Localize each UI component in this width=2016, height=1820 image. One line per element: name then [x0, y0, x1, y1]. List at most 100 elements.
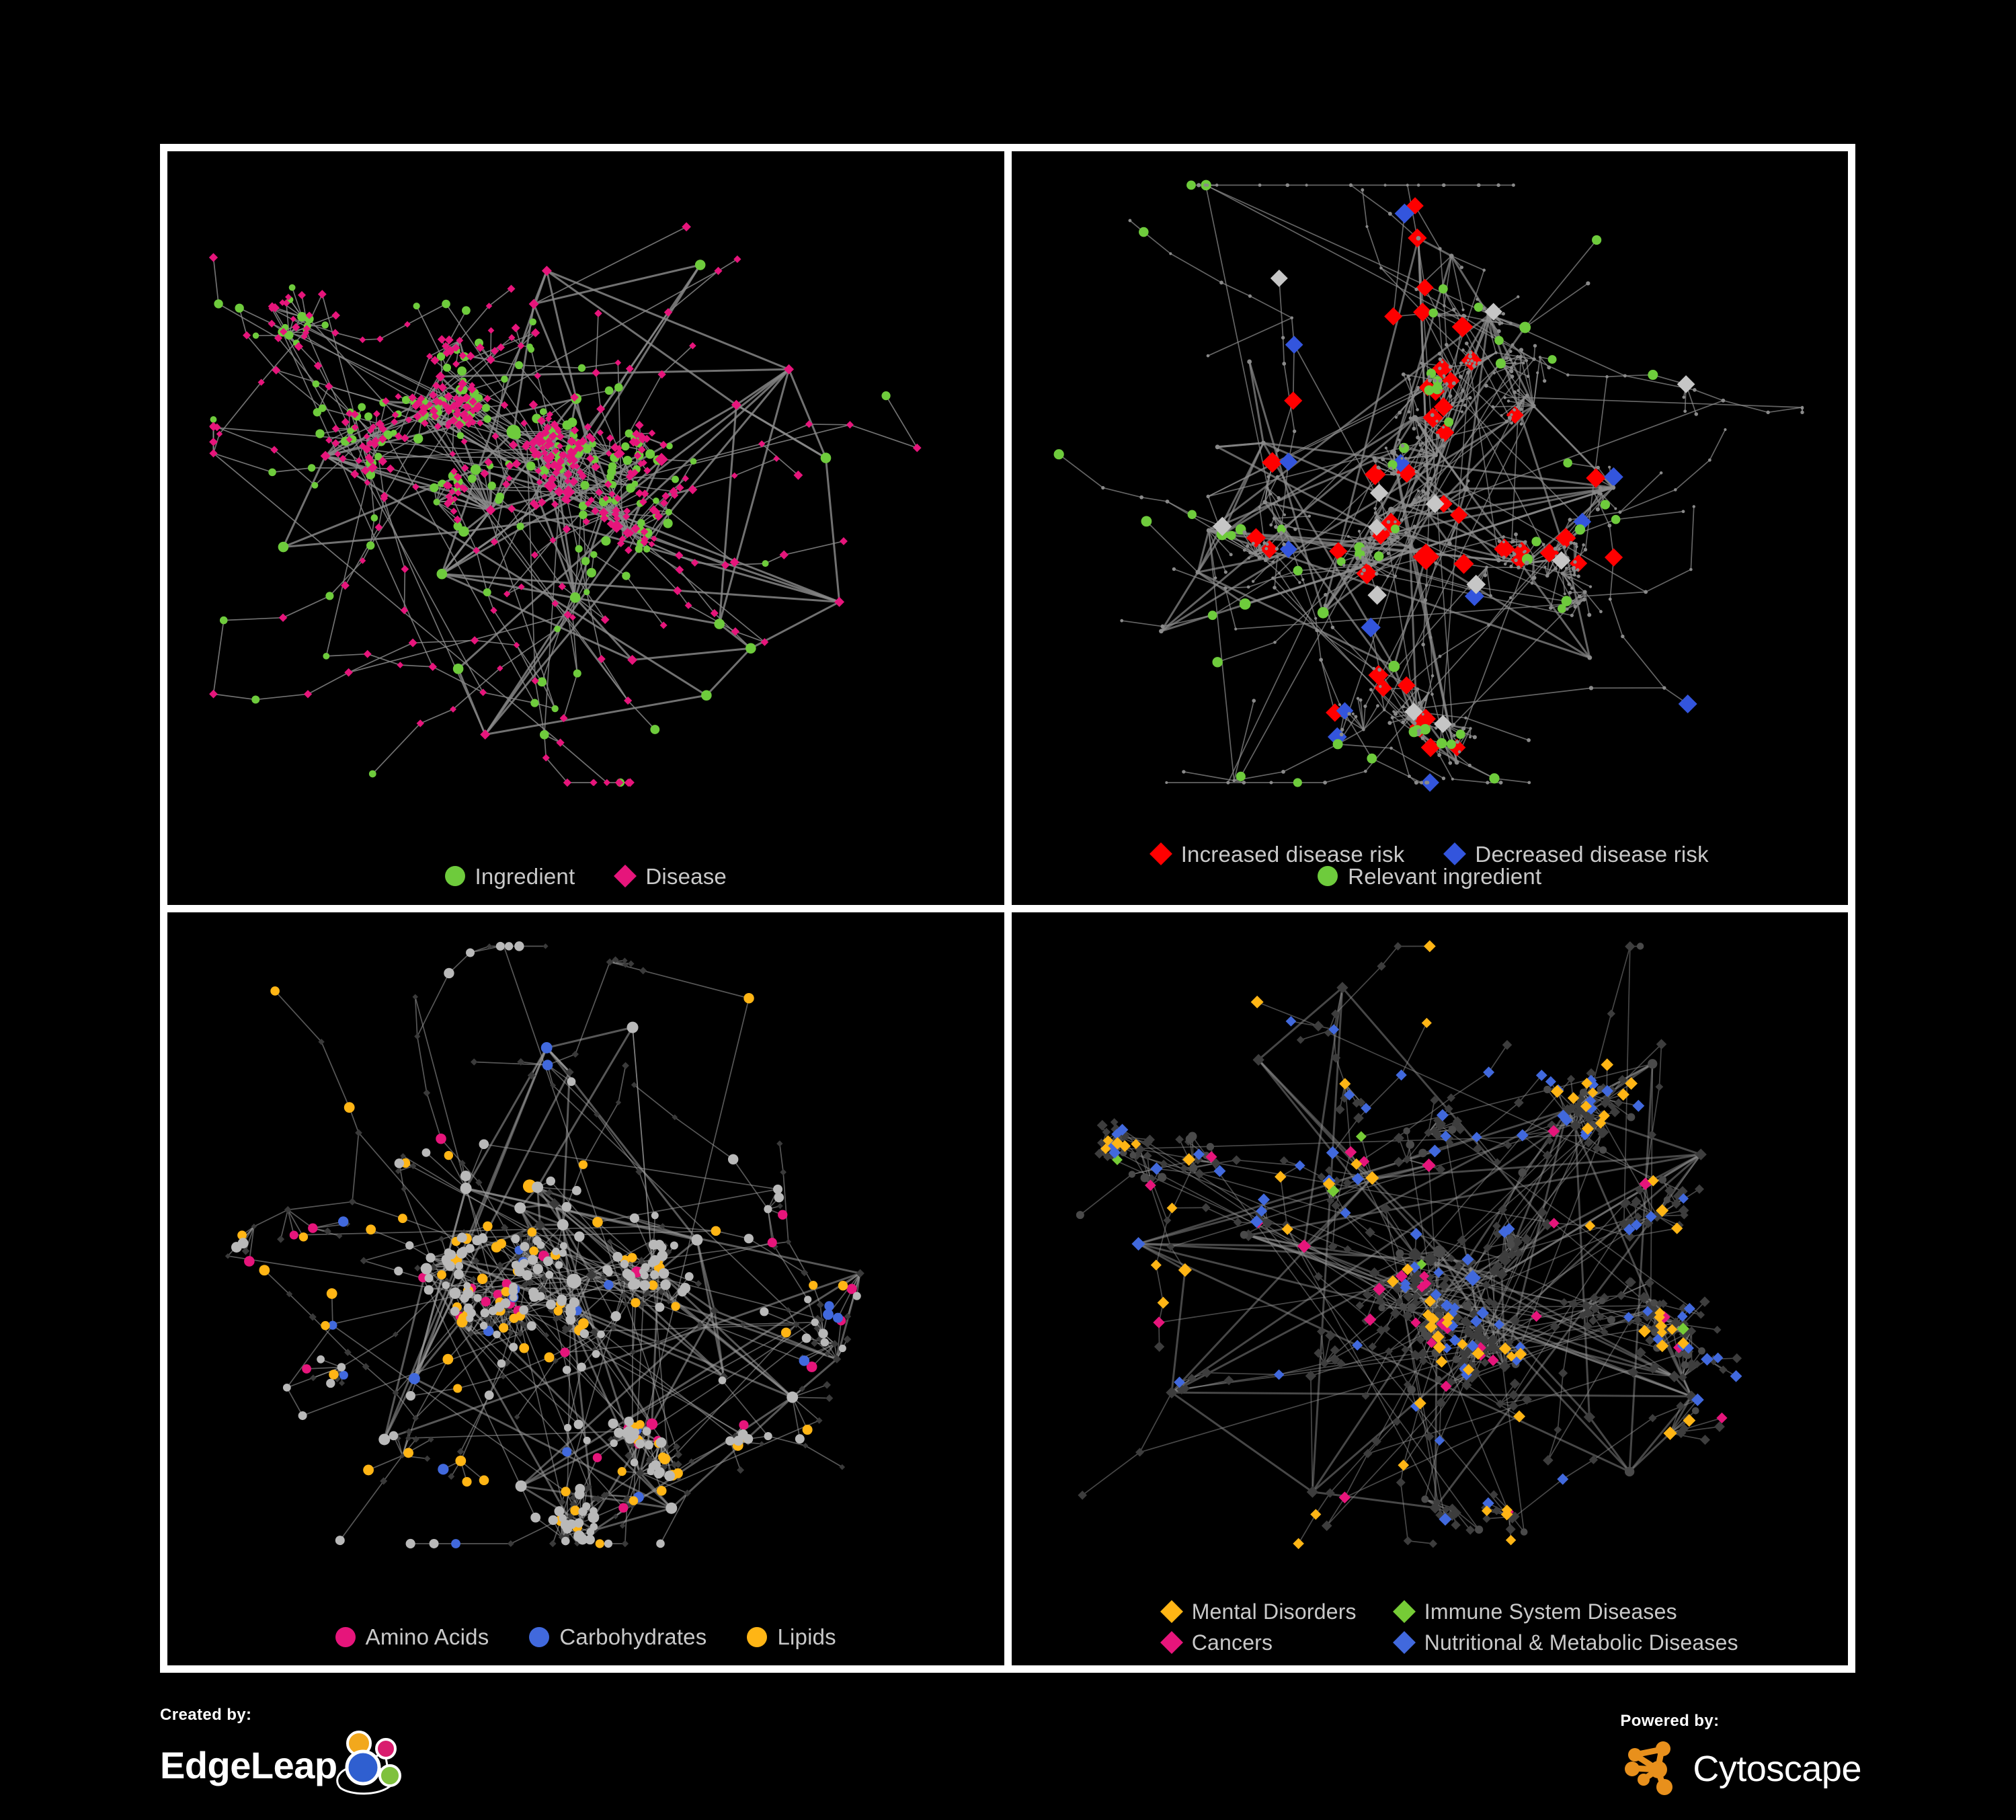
graph-node-disease[interactable]: [303, 690, 313, 699]
graph-node-other-ingredient[interactable]: [565, 1314, 576, 1324]
graph-node-background-node[interactable]: [1418, 444, 1422, 447]
graph-node-background-node[interactable]: [1457, 750, 1461, 754]
graph-node-other-ingredient[interactable]: [666, 1502, 678, 1514]
graph-node-amino-acids[interactable]: [244, 1255, 255, 1267]
graph-node-other-ingredient[interactable]: [563, 1423, 572, 1431]
graph-node-disease[interactable]: [731, 627, 740, 636]
graph-node-dimmed-ingredient[interactable]: [1187, 1132, 1197, 1141]
graph-node-background-node[interactable]: [1375, 514, 1378, 518]
graph-node-lipids[interactable]: [671, 1301, 680, 1311]
graph-node-background-node[interactable]: [1281, 769, 1285, 774]
graph-node-dimmed-disease[interactable]: [674, 1450, 682, 1458]
graph-node-background-node[interactable]: [1467, 354, 1472, 359]
graph-node-background-node[interactable]: [1262, 500, 1267, 505]
graph-node-background-node[interactable]: [1251, 580, 1254, 583]
graph-node-ingredient[interactable]: [284, 331, 294, 340]
graph-node-background-node[interactable]: [1407, 543, 1412, 549]
graph-node-other-ingredient[interactable]: [653, 1468, 663, 1478]
graph-node-disease[interactable]: [846, 421, 854, 429]
graph-node-background-node[interactable]: [1800, 406, 1804, 410]
graph-node-other-ingredient[interactable]: [457, 1232, 467, 1242]
graph-node-other-ingredient[interactable]: [557, 1218, 569, 1230]
graph-node-ingredient[interactable]: [321, 321, 329, 329]
graph-node-dimmed-ingredient[interactable]: [1377, 1304, 1385, 1312]
graph-node-dimmed-ingredient[interactable]: [1607, 1315, 1615, 1324]
graph-node-background-node[interactable]: [1248, 294, 1252, 298]
graph-node-ingredient[interactable]: [635, 545, 643, 553]
graph-node-background-node[interactable]: [1526, 374, 1530, 379]
graph-node-background-node[interactable]: [1496, 557, 1501, 563]
graph-node-cancers[interactable]: [1548, 1217, 1560, 1228]
graph-node-background-node[interactable]: [1139, 495, 1143, 500]
graph-node-disease[interactable]: [569, 477, 578, 487]
graph-node-other-ingredient[interactable]: [389, 1431, 399, 1440]
graph-node-background-node[interactable]: [1504, 420, 1508, 424]
graph-node-background-node[interactable]: [1466, 358, 1469, 362]
graph-node-other-ingredient[interactable]: [543, 1256, 553, 1266]
graph-node-disease[interactable]: [445, 407, 453, 416]
graph-node-background-node[interactable]: [1464, 341, 1469, 346]
graph-node-background-node[interactable]: [1387, 721, 1392, 725]
graph-node-background-node[interactable]: [1297, 581, 1301, 584]
graph-node-ingredient[interactable]: [438, 480, 444, 487]
graph-node-disease[interactable]: [592, 368, 600, 377]
graph-node-increased-disease-risk[interactable]: [1328, 542, 1347, 561]
graph-node-dimmed-disease[interactable]: [811, 1339, 819, 1347]
graph-node-background-node[interactable]: [1565, 607, 1569, 611]
graph-node-background-node[interactable]: [1461, 348, 1465, 352]
graph-node-other-ingredient[interactable]: [787, 1391, 799, 1403]
graph-node-mental-disorders[interactable]: [1423, 939, 1436, 952]
graph-node-disease[interactable]: [364, 479, 371, 486]
graph-node-dimmed-node[interactable]: [1694, 1184, 1704, 1194]
graph-node-background-node[interactable]: [1541, 543, 1545, 547]
graph-node-background-node[interactable]: [1455, 740, 1459, 744]
graph-node-background-node[interactable]: [1273, 524, 1278, 529]
graph-node-dimmed-disease[interactable]: [360, 1257, 368, 1265]
graph-node-disease[interactable]: [688, 485, 698, 495]
graph-node-dimmed-node[interactable]: [1655, 1082, 1663, 1091]
graph-node-mental-disorders[interactable]: [1600, 1058, 1613, 1071]
graph-node-dimmed-disease[interactable]: [622, 1062, 629, 1069]
graph-node-background-node[interactable]: [1323, 603, 1327, 608]
graph-node-background-node[interactable]: [1425, 491, 1430, 496]
graph-node-background-node[interactable]: [1490, 405, 1494, 409]
graph-node-dimmed-node[interactable]: [1135, 1448, 1144, 1457]
graph-node-background-node[interactable]: [1357, 530, 1361, 533]
graph-node-dimmed-node[interactable]: [1592, 1143, 1601, 1153]
graph-node-background-node[interactable]: [1468, 727, 1472, 730]
graph-node-background-node[interactable]: [1441, 426, 1445, 429]
graph-node-background-node[interactable]: [1397, 438, 1401, 442]
graph-node-dimmed-disease[interactable]: [558, 1498, 566, 1505]
graph-node-other-ingredient[interactable]: [577, 1534, 588, 1544]
graph-node-disease[interactable]: [272, 366, 281, 375]
graph-node-disease[interactable]: [834, 596, 845, 607]
graph-node-other-ingredient[interactable]: [337, 1362, 346, 1372]
graph-node-background-node[interactable]: [1498, 781, 1503, 785]
graph-node-background-node[interactable]: [1346, 535, 1350, 538]
graph-node-other-ingredient[interactable]: [511, 1234, 520, 1243]
graph-node-background-node[interactable]: [1617, 510, 1621, 514]
graph-node-background-node[interactable]: [1503, 396, 1506, 399]
graph-node-background-node[interactable]: [1486, 356, 1490, 360]
graph-node-other-ingredient[interactable]: [733, 1435, 743, 1446]
graph-node-increased-disease-risk[interactable]: [1422, 407, 1443, 428]
graph-node-other-ingredient[interactable]: [612, 1251, 623, 1262]
graph-node-amino-acids[interactable]: [806, 1361, 817, 1372]
graph-node-ingredient[interactable]: [539, 730, 549, 740]
graph-node-background-node[interactable]: [1397, 473, 1400, 477]
graph-node-disease[interactable]: [570, 426, 579, 435]
graph-node-ingredient[interactable]: [586, 567, 596, 578]
graph-node-ingredient[interactable]: [516, 522, 524, 530]
graph-node-other-ingredient[interactable]: [463, 1281, 471, 1290]
graph-node-background-node[interactable]: [1172, 567, 1176, 571]
graph-node-background-node[interactable]: [1586, 655, 1592, 660]
graph-node-increased-disease-risk[interactable]: [1383, 307, 1402, 326]
graph-node-background-node[interactable]: [1289, 316, 1293, 320]
graph-node-background-node[interactable]: [1369, 530, 1373, 534]
graph-node-ingredient[interactable]: [671, 475, 679, 483]
graph-node-background-node[interactable]: [1462, 485, 1469, 492]
graph-node-dimmed-node[interactable]: [1364, 1226, 1375, 1238]
graph-node-background-node[interactable]: [1517, 543, 1522, 548]
graph-node-ingredient[interactable]: [526, 343, 533, 350]
graph-node-ingredient[interactable]: [475, 393, 483, 402]
